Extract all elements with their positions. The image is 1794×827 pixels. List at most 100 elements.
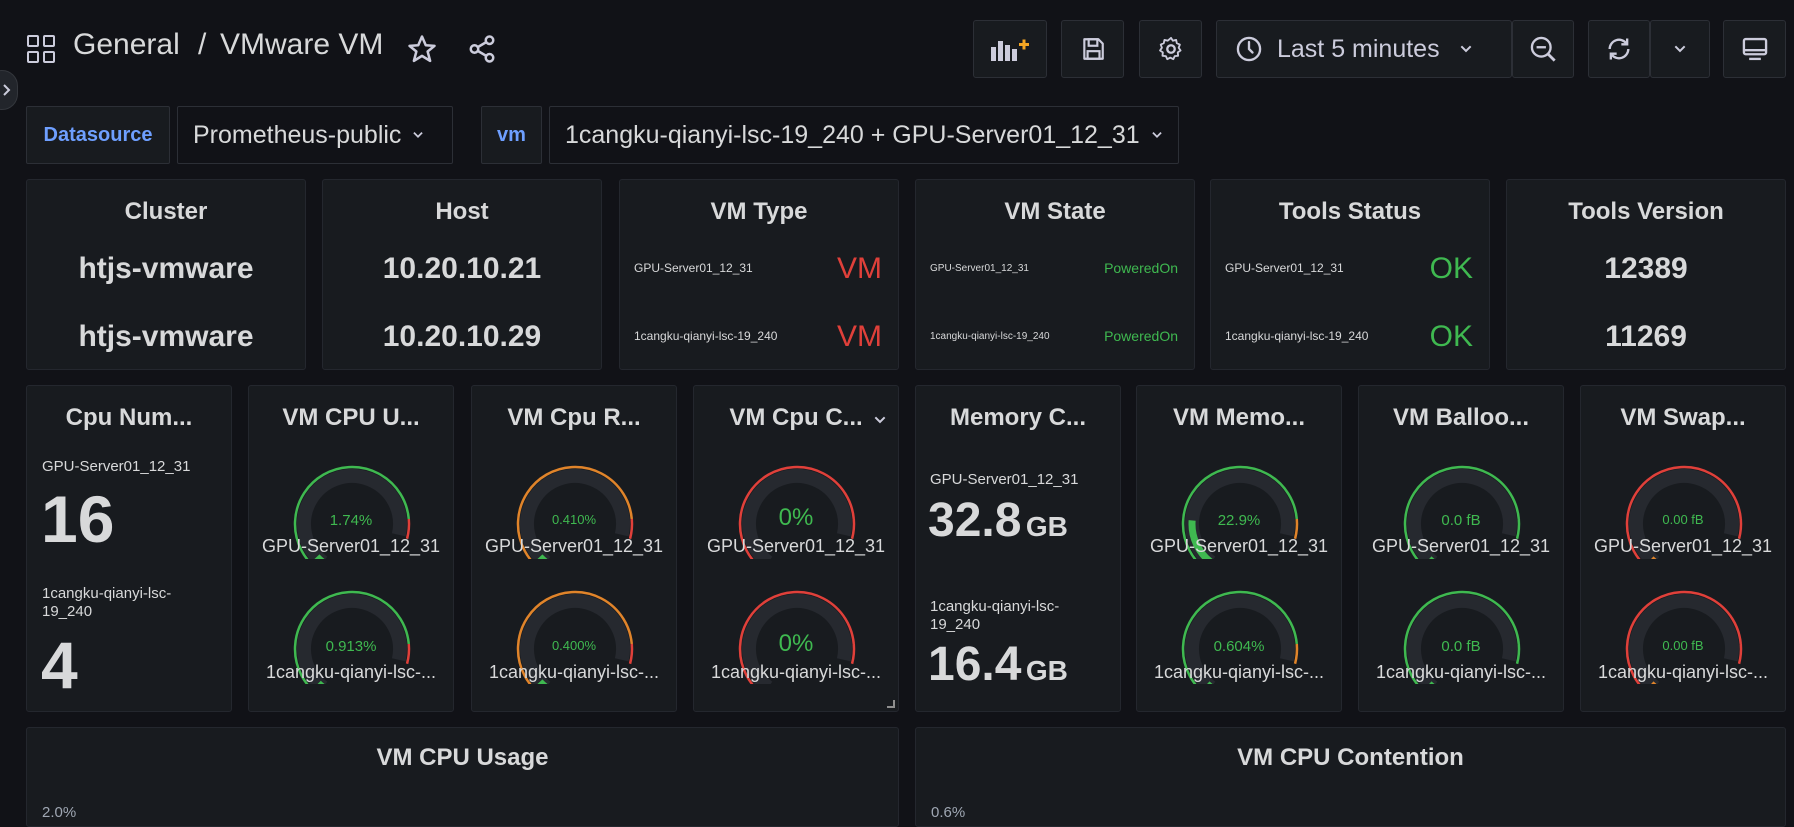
gauge-series-label: GPU-Server01_12_31 — [694, 536, 898, 557]
panel-title: VM CPU Usage — [27, 744, 898, 772]
tools-version-panel[interactable]: Tools Version 12389 11269 — [1506, 179, 1786, 370]
save-dashboard-button[interactable] — [1061, 20, 1124, 78]
vm-name-label: GPU-Server01_12_31 — [1225, 261, 1344, 275]
vm-name-label: GPU-Server01_12_31 — [634, 261, 753, 275]
panel-title: VM CPU U... — [249, 404, 453, 432]
gauge-value: 0% — [694, 504, 898, 532]
add-panel-button[interactable] — [973, 20, 1047, 78]
vm-name-label: 19_240 — [42, 603, 92, 620]
vm-cpu-usage-timeseries-panel[interactable]: VM CPU Usage 2.0% — [26, 727, 899, 827]
gauge-series-label: 1cangku-qianyi-lsc-... — [1137, 662, 1341, 683]
vm-variable-label: vm — [481, 106, 542, 164]
host-value: 10.20.10.21 — [323, 252, 601, 286]
gauge-value: 0.400% — [472, 638, 676, 653]
gauge-series-label: GPU-Server01_12_31 — [249, 536, 453, 557]
tools-status-value: OK — [1430, 252, 1473, 286]
memory-unit: GB — [1026, 655, 1068, 686]
chevron-down-icon — [1458, 41, 1474, 57]
chevron-right-icon — [2, 84, 12, 96]
panel-title: VM CPU Contention — [916, 744, 1785, 772]
gauge-value: 0.0 fB — [1359, 638, 1563, 655]
resize-handle[interactable] — [887, 700, 895, 708]
memory-value: 32.8 — [928, 494, 1021, 547]
save-icon — [1080, 36, 1106, 62]
gauge-series-label: GPU-Server01_12_31 — [1137, 536, 1341, 557]
clock-icon — [1235, 35, 1263, 63]
dashboard-settings-button[interactable] — [1139, 20, 1202, 78]
breadcrumb-dashboard-title[interactable]: VMware VM — [220, 28, 383, 62]
view-mode-button[interactable] — [1723, 20, 1786, 78]
vm-cpu-usage-gauge-panel[interactable]: VM CPU U... 1.74% GPU-Server01_12_31 0.913%… — [248, 385, 454, 712]
vm-state-value: PoweredOn — [1104, 328, 1178, 344]
tools-status-panel[interactable]: Tools Status GPU-Server01_12_31 OK 1cang… — [1210, 179, 1490, 370]
gauge-value-arc — [540, 557, 546, 559]
tools-status-value: OK — [1430, 320, 1473, 354]
dashboards-grid-icon[interactable] — [27, 35, 55, 63]
monitor-icon — [1741, 35, 1769, 63]
vm-name-label: 1cangku-qianyi-lsc- — [42, 585, 171, 602]
share-icon[interactable] — [467, 34, 497, 64]
refresh-interval-dropdown[interactable] — [1650, 20, 1710, 78]
add-panel-icon — [989, 35, 1031, 63]
time-range-picker[interactable]: Last 5 minutes — [1216, 20, 1512, 78]
sidebar-toggle-button[interactable] — [0, 70, 18, 110]
gauge-series-label: 1cangku-qianyi-lsc-... — [1359, 662, 1563, 683]
breadcrumb-folder[interactable]: General — [73, 28, 180, 62]
refresh-icon — [1605, 35, 1633, 63]
gauge-series-label: 1cangku-qianyi-lsc-... — [472, 662, 676, 683]
cluster-value: htjs-vmware — [27, 252, 305, 286]
gauge-value: 0.00 fB — [1581, 512, 1785, 527]
gauge-value: 22.9% — [1137, 512, 1341, 529]
panel-title: Tools Version — [1507, 198, 1785, 226]
vm-state-panel[interactable]: VM State GPU-Server01_12_31 PoweredOn 1c… — [915, 179, 1195, 370]
tools-version-value: 11269 — [1507, 320, 1785, 354]
vm-cpu-contention-timeseries-panel[interactable]: VM CPU Contention 0.6% — [915, 727, 1786, 827]
cluster-panel[interactable]: Cluster htjs-vmware htjs-vmware — [26, 179, 306, 370]
panel-title: VM Cpu R... — [472, 404, 676, 432]
refresh-button[interactable] — [1588, 20, 1650, 78]
panel-title: Cluster — [27, 198, 305, 226]
gauge-value: 0.0 fB — [1359, 512, 1563, 529]
zoom-out-button[interactable] — [1512, 20, 1574, 78]
memory-unit: GB — [1026, 511, 1068, 542]
gauge-series-label: GPU-Server01_12_31 — [1359, 536, 1563, 557]
gauge-value-arc — [318, 683, 323, 684]
cluster-value: htjs-vmware — [27, 320, 305, 354]
memory-value-row: 16.4 GB — [928, 637, 1068, 692]
vm-name-label: 19_240 — [930, 616, 980, 633]
gauge-series-label: GPU-Server01_12_31 — [1581, 536, 1785, 557]
gauge-value: 0.00 fB — [1581, 638, 1785, 653]
gauge-series-label: 1cangku-qianyi-lsc-... — [249, 662, 453, 683]
gauge-value: 0.913% — [249, 638, 453, 655]
vm-name-label: 1cangku-qianyi-lsc-19_240 — [634, 329, 777, 343]
panel-title: VM Cpu C... — [694, 404, 898, 432]
panel-title: VM Swap... — [1581, 404, 1785, 432]
memory-c-panel[interactable]: Memory C... GPU-Server01_12_31 32.8 GB 1… — [915, 385, 1121, 712]
vm-type-panel[interactable]: VM Type GPU-Server01_12_31 VM 1cangku-qi… — [619, 179, 899, 370]
datasource-select[interactable]: Prometheus-public — [177, 106, 453, 164]
panel-title: VM Type — [620, 198, 898, 226]
gauge-series-label: 1cangku-qianyi-lsc-... — [1581, 662, 1785, 683]
star-icon[interactable] — [407, 34, 437, 64]
vm-select[interactable]: 1cangku-qianyi-lsc-19_240 + GPU-Server01… — [549, 106, 1179, 164]
memory-value-row: 32.8 GB — [928, 493, 1068, 548]
host-panel[interactable]: Host 10.20.10.21 10.20.10.29 — [322, 179, 602, 370]
breadcrumb-separator: / — [198, 28, 206, 62]
datasource-variable-label: Datasource — [26, 106, 170, 164]
tools-version-value: 12389 — [1507, 252, 1785, 286]
vm-type-value: VM — [837, 320, 882, 354]
vm-swap-gauge-panel[interactable]: VM Swap... 0.00 fB GPU-Server01_12_31 0.00 … — [1580, 385, 1786, 712]
vm-select-value: 1cangku-qianyi-lsc-19_240 + GPU-Server01… — [565, 121, 1140, 150]
gauge-value-arc — [317, 557, 323, 559]
chevron-down-icon — [411, 128, 425, 142]
host-value: 10.20.10.29 — [323, 320, 601, 354]
vm-name-label: 1cangku-qianyi-lsc- — [930, 598, 1059, 615]
chevron-down-icon[interactable] — [872, 412, 888, 428]
gauge-series-label: GPU-Server01_12_31 — [472, 536, 676, 557]
cpu-num-panel[interactable]: Cpu Num... GPU-Server01_12_31 16 1cangku… — [26, 385, 232, 712]
gauge-value: 1.74% — [249, 512, 453, 529]
